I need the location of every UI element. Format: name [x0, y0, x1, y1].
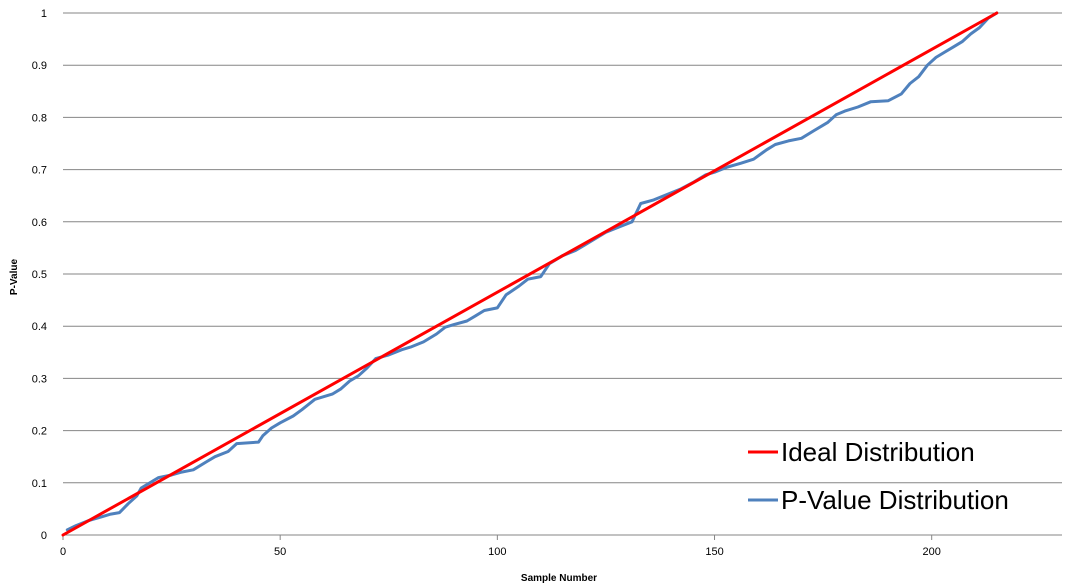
- y-tick-label: 0.1: [32, 478, 47, 490]
- gridlines: [63, 12, 1062, 536]
- y-tick-label: 0.4: [32, 321, 47, 333]
- y-tick-labels: 0 0.1 0.2 0.3 0.4 0.5 0.6 0.7 0.8 0.9 1: [32, 8, 47, 542]
- y-tick-label: 0.2: [32, 426, 47, 438]
- x-tick-labels: 0 50 100 150 200: [60, 535, 941, 558]
- x-axis-label: Sample Number: [521, 573, 597, 584]
- legend: Ideal Distribution P-Value Distribution: [748, 437, 1009, 515]
- y-tick-label: 0.6: [32, 217, 47, 229]
- y-tick-label: 0.5: [32, 269, 47, 281]
- y-tick-label: 0.9: [32, 60, 47, 72]
- legend-label: Ideal Distribution: [781, 437, 975, 467]
- series-line-ideal-distribution: [61, 11, 999, 537]
- y-tick-label: 0.3: [32, 373, 47, 385]
- legend-label: P-Value Distribution: [781, 485, 1009, 515]
- x-tick-label: 100: [488, 546, 506, 558]
- y-axis-label: P-Value: [9, 259, 20, 296]
- y-tick-label: 1: [41, 8, 47, 20]
- y-tick-label: 0: [41, 530, 47, 542]
- y-tick-label: 0.8: [32, 112, 47, 124]
- series-lines: [61, 11, 999, 537]
- x-tick-label: 200: [923, 546, 941, 558]
- x-tick-label: 0: [60, 546, 66, 558]
- y-tick-label: 0.7: [32, 165, 47, 177]
- x-tick-label: 150: [705, 546, 723, 558]
- x-tick-label: 50: [274, 546, 286, 558]
- series-line-p-value-distribution: [65, 11, 999, 532]
